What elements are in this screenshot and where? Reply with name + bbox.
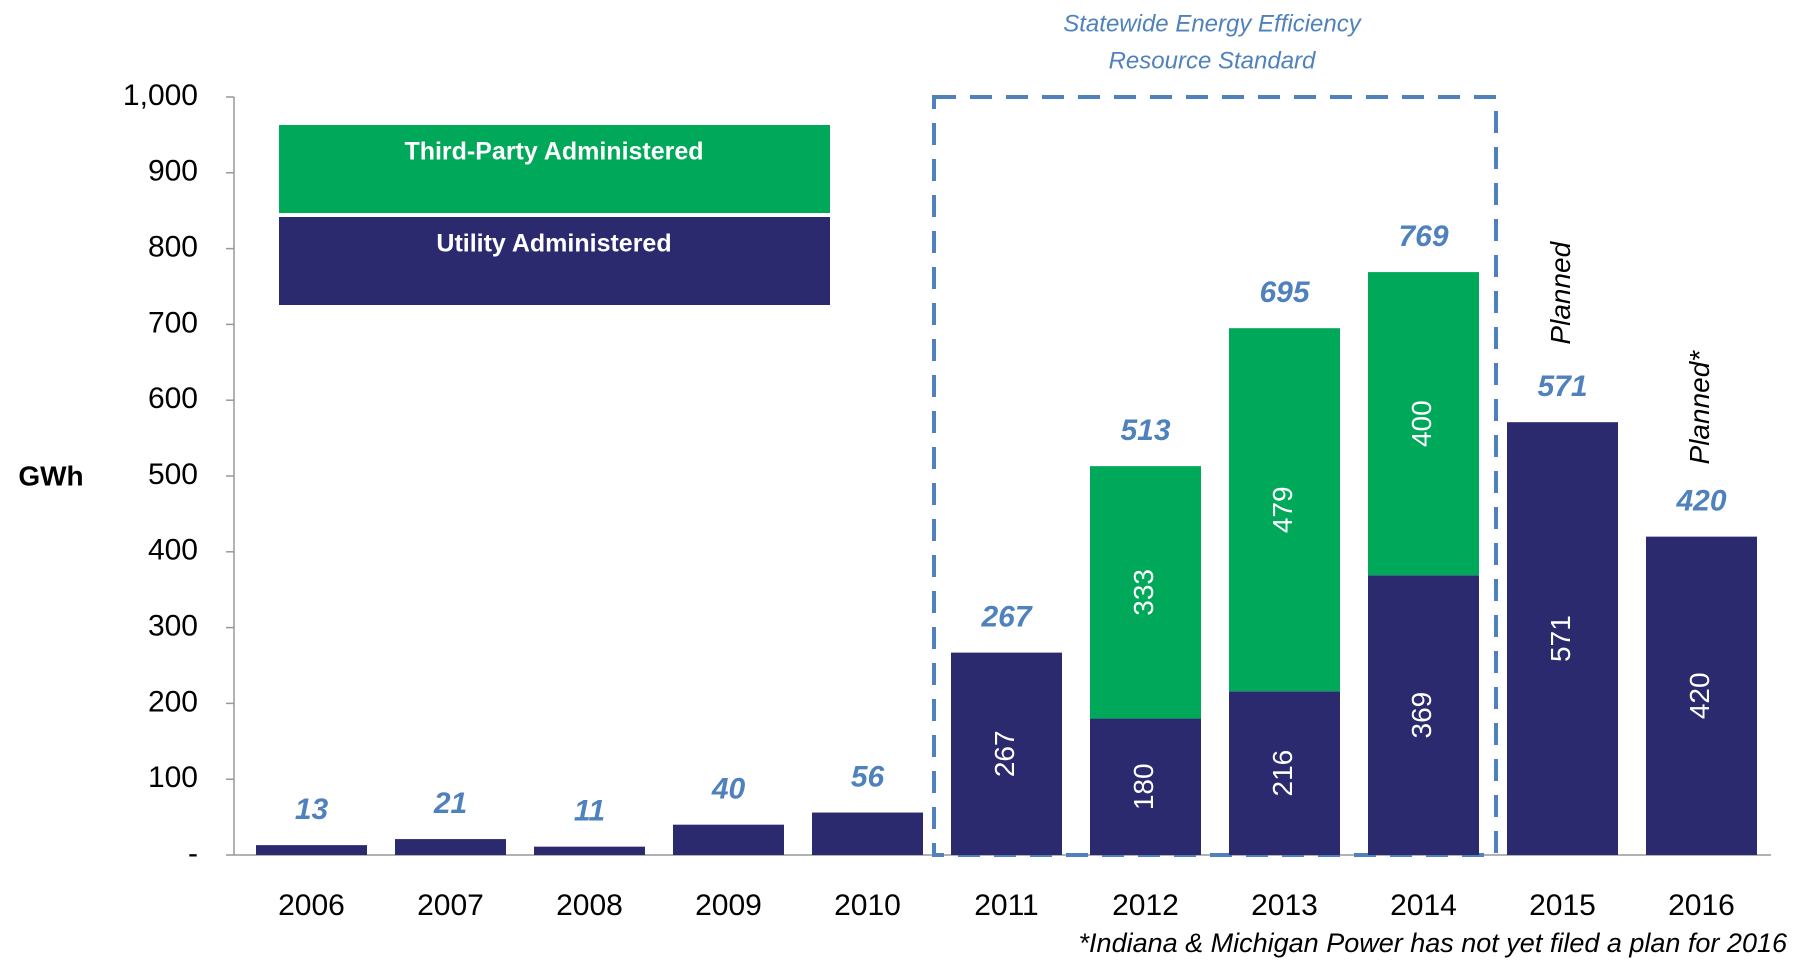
- legend-swatch: [279, 217, 830, 305]
- bar-segment: [1646, 536, 1757, 855]
- bar-segment: [1368, 575, 1479, 855]
- legend-swatch: [279, 125, 830, 213]
- total-label: 571: [1537, 370, 1587, 403]
- y-tick-label: 300: [148, 610, 198, 643]
- total-label: 513: [1120, 414, 1170, 447]
- segment-label: 267: [989, 730, 1020, 777]
- standard-box: [932, 95, 1498, 857]
- segment-label: 479: [1267, 486, 1298, 533]
- total-label: 21: [433, 787, 467, 820]
- annotation: Statewide Energy Efficiency: [1063, 10, 1362, 37]
- total-label: 420: [1675, 485, 1726, 518]
- total-label: 769: [1398, 220, 1448, 253]
- total-label: 40: [711, 773, 746, 806]
- bar-segment: [1368, 272, 1479, 576]
- bar-segment: [1229, 328, 1340, 692]
- y-tick-label: -: [188, 837, 198, 870]
- total-label: 267: [980, 601, 1032, 634]
- x-tick-label: 2015: [1529, 889, 1596, 922]
- x-tick-label: 2016: [1668, 889, 1735, 922]
- y-tick-label: 900: [148, 155, 198, 188]
- y-tick-label: 500: [148, 458, 198, 491]
- bar-segment: [1090, 466, 1201, 719]
- total-label: 56: [851, 760, 885, 793]
- bar-segment: [1229, 691, 1340, 855]
- segment-label: 420: [1684, 672, 1715, 719]
- segment-label: 180: [1128, 763, 1159, 810]
- y-tick-label: 600: [148, 382, 198, 415]
- x-tick-label: 2006: [278, 889, 345, 922]
- annotation: Resource Standard: [1109, 47, 1316, 74]
- segment-label: 369: [1406, 692, 1437, 739]
- y-tick-label: 200: [148, 685, 198, 718]
- x-tick-label: 2008: [556, 889, 623, 922]
- segment-label: 216: [1267, 750, 1298, 797]
- bar-segment: [1507, 422, 1618, 855]
- bar-segment: [673, 824, 784, 855]
- total-label: 695: [1259, 276, 1310, 309]
- bar-segment: [1090, 718, 1201, 855]
- y-tick-label: 1,000: [123, 79, 198, 112]
- y-tick-label: 800: [148, 231, 198, 264]
- x-tick-label: 2013: [1251, 889, 1318, 922]
- footnote: *Indiana & Michigan Power has not yet fi…: [1079, 928, 1788, 958]
- category-note: Planned: [1545, 240, 1576, 344]
- x-tick-label: 2007: [417, 889, 484, 922]
- y-tick-label: 100: [148, 761, 198, 794]
- x-tick-label: 2009: [695, 889, 762, 922]
- segment-label: 400: [1406, 400, 1437, 447]
- segment-label: 333: [1128, 569, 1159, 616]
- y-tick-label: 400: [148, 534, 198, 567]
- y-tick-label: 700: [148, 306, 198, 339]
- legend-label: Third-Party Administered: [404, 138, 703, 166]
- total-label: 11: [574, 795, 605, 828]
- total-label: 13: [295, 793, 329, 826]
- bar-segment: [534, 846, 645, 855]
- segment-label: 571: [1545, 615, 1576, 662]
- x-tick-label: 2012: [1112, 889, 1179, 922]
- x-tick-label: 2014: [1390, 889, 1457, 922]
- bar-segment: [256, 845, 367, 855]
- bar-segment: [812, 812, 923, 855]
- x-tick-label: 2011: [974, 889, 1039, 922]
- x-tick-label: 2010: [834, 889, 901, 922]
- legend-label: Utility Administered: [436, 230, 671, 258]
- y-axis-label: GWh: [18, 460, 83, 491]
- bar-segment: [395, 839, 506, 855]
- bar-segment: [951, 652, 1062, 855]
- category-note: Planned*: [1684, 350, 1715, 465]
